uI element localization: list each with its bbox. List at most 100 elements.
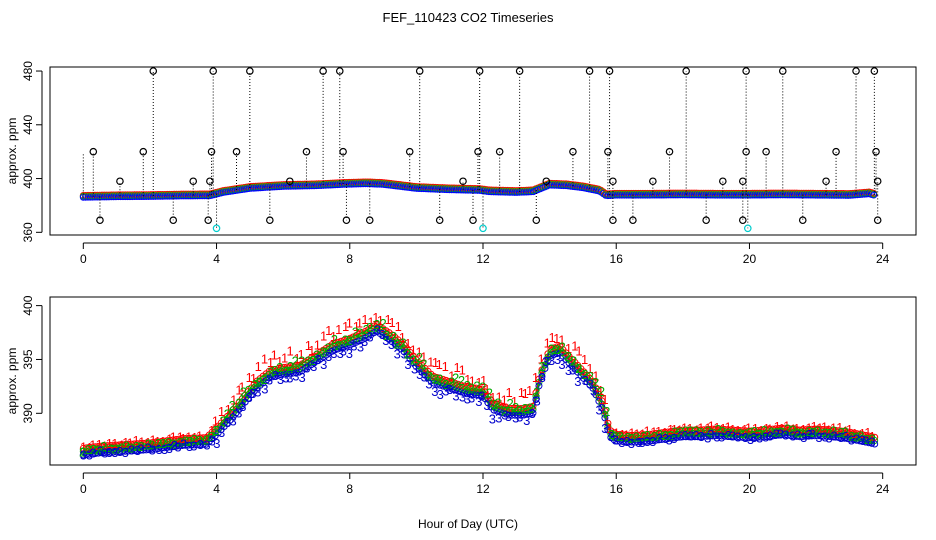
x-tick-label: 16: [610, 482, 624, 496]
series-label-1: 1: [180, 431, 187, 446]
series-label-1: 1: [783, 419, 790, 434]
series-label-3: 3: [239, 399, 246, 414]
x-tick-label: 20: [743, 482, 757, 496]
series-label-2: 2: [345, 333, 352, 348]
series-label-2: 2: [298, 353, 305, 368]
series-label-2: 2: [356, 325, 363, 340]
series-label-2: 2: [148, 437, 155, 452]
outlier-high: [246, 67, 254, 75]
series-label-2: 2: [261, 372, 268, 387]
series-label-1: 1: [127, 435, 134, 450]
series-label-2: 2: [118, 441, 125, 456]
series-label-1: 1: [619, 427, 626, 442]
series-label-1: 1: [342, 319, 349, 334]
series-label-1: 1: [830, 421, 837, 436]
y-tick-label: 480: [21, 61, 35, 81]
series-label-2: 2: [598, 384, 605, 399]
series-label-3: 3: [346, 346, 353, 361]
series-label-3: 3: [853, 432, 860, 447]
series-label-1: 1: [676, 423, 683, 438]
series-label-1: 1: [532, 370, 539, 385]
point-series-1: [595, 390, 603, 398]
series-label-1: 1: [420, 349, 427, 364]
series-label-1: 1: [454, 360, 461, 375]
series-label-1: 1: [821, 419, 828, 434]
series-label-1: 1: [864, 425, 871, 440]
series-label-1: 1: [96, 437, 103, 452]
series-label-1: 1: [693, 423, 700, 438]
series-label-3: 3: [437, 387, 444, 402]
series-label-3: 3: [483, 398, 490, 413]
series-label-1: 1: [483, 382, 490, 397]
series-label-3: 3: [516, 409, 523, 424]
point-series-1: [598, 397, 606, 405]
series-label-1: 1: [489, 390, 496, 405]
outlier-cyan: [212, 224, 221, 233]
series-label-3: 3: [106, 445, 113, 460]
series-label-2: 2: [491, 397, 498, 412]
series-label-3: 3: [569, 362, 576, 377]
series-label-1: 1: [816, 420, 823, 435]
series-label-1: 1: [537, 351, 544, 366]
series-label-3: 3: [111, 445, 118, 460]
series-label-3: 3: [89, 445, 96, 460]
series-label-1: 1: [586, 361, 593, 376]
series-label-2: 2: [404, 346, 411, 361]
x-tick-label: 24: [876, 252, 890, 266]
series-label-1: 1: [154, 434, 161, 449]
x-tick-label: 12: [476, 482, 490, 496]
series-label-3: 3: [595, 403, 602, 418]
series-label-2: 2: [94, 442, 101, 457]
point-series-3: [870, 191, 878, 199]
x-tick-label: 0: [80, 482, 87, 496]
point-series-1: [529, 402, 537, 410]
series-label-1: 1: [122, 435, 129, 450]
series-label-2: 2: [182, 433, 189, 448]
series-label-3: 3: [677, 428, 684, 443]
series-label-3: 3: [587, 376, 594, 391]
outlier-high: [209, 67, 218, 75]
series-label-2: 2: [682, 424, 689, 439]
series-label-2: 2: [798, 425, 805, 440]
series-label-1: 1: [778, 421, 785, 436]
series-label-3: 3: [404, 357, 411, 372]
series-label-3: 3: [459, 390, 466, 405]
series-label-1: 1: [255, 359, 262, 374]
outlier-low: [738, 216, 747, 225]
outlier-high: [778, 67, 787, 75]
series-label-2: 2: [176, 435, 183, 450]
series-label-2: 2: [468, 381, 475, 396]
series-label-1: 1: [267, 355, 274, 370]
series-label-1: 1: [506, 385, 513, 400]
series-label-1: 1: [356, 315, 363, 330]
series-label-3: 3: [534, 393, 541, 408]
series-label-1: 1: [436, 357, 443, 372]
figure-title: FEF_110423 CO2 Timeseries: [383, 10, 554, 25]
series-label-3: 3: [773, 427, 780, 442]
series-label-3: 3: [794, 427, 801, 442]
series-label-3: 3: [574, 374, 581, 389]
series-label-3: 3: [638, 435, 645, 450]
series-label-1: 1: [763, 421, 770, 436]
outlier-mid: [189, 177, 198, 186]
series-label-2: 2: [842, 425, 849, 440]
outlier-mid: [873, 177, 882, 186]
series-label-3: 3: [523, 413, 530, 428]
outlier-high: [475, 67, 484, 75]
series-label-1: 1: [825, 422, 832, 437]
series-label-3: 3: [266, 373, 273, 388]
outlier-low: [96, 216, 104, 225]
series-label-3: 3: [734, 430, 741, 445]
series-label-3: 3: [495, 411, 502, 426]
series-label-1: 1: [667, 422, 674, 437]
outlier-mid: [495, 147, 504, 156]
series-label-3: 3: [325, 349, 332, 364]
series-label-3: 3: [777, 426, 784, 441]
series-label-3: 3: [665, 433, 672, 448]
series-label-2: 2: [784, 422, 791, 437]
outlier-mid: [206, 177, 214, 186]
series-label-1: 1: [442, 359, 449, 374]
series-label-3: 3: [800, 430, 807, 445]
series-label-1: 1: [218, 404, 225, 419]
series-label-2: 2: [219, 413, 226, 428]
